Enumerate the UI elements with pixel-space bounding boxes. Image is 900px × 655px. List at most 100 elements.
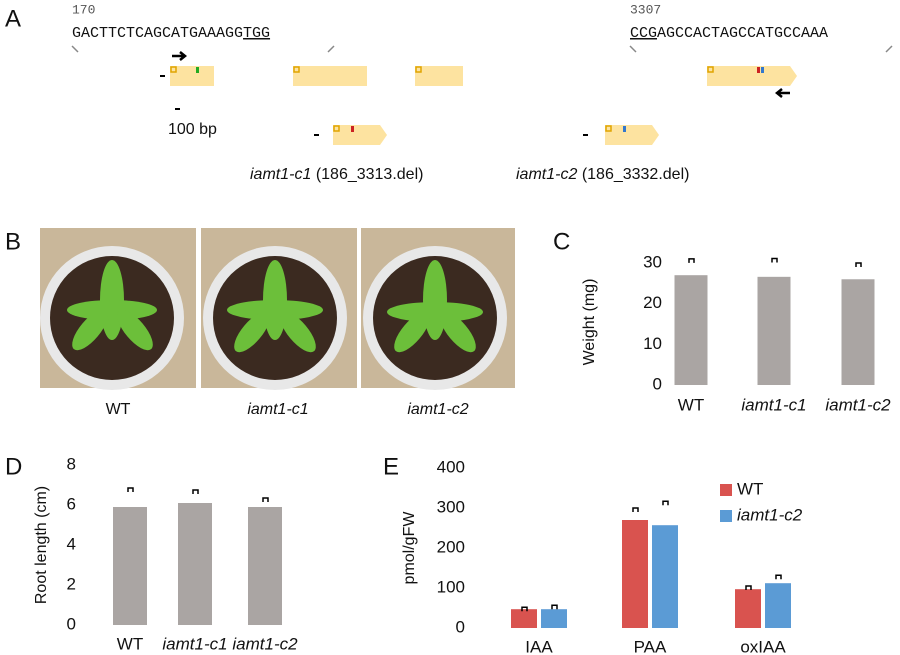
panel-label: B	[5, 228, 21, 255]
y-axis-label: Weight (mg)	[581, 279, 598, 366]
x-tick-label: iamt1-c2	[232, 634, 298, 653]
error-bar	[127, 487, 134, 492]
error-bar	[521, 606, 528, 612]
y-axis-label: Root length (cm)	[33, 486, 50, 604]
primer-arrow	[774, 88, 790, 98]
y-tick-label: 300	[437, 497, 465, 516]
legend-label: iamt1-c2	[737, 505, 803, 524]
panel-label: E	[383, 453, 399, 480]
photo-label: iamt1-c1	[247, 401, 308, 418]
sequence-part: AGCCACTAGCCATGCCAAA	[657, 25, 828, 42]
scale-bar	[175, 108, 180, 110]
sequence-part: GACTTCTCAGCATGAAAGG	[72, 25, 243, 42]
y-tick-label: 8	[67, 454, 76, 473]
allele-note: (186_3332.del)	[582, 166, 690, 183]
panel-label: A	[5, 5, 21, 32]
y-tick-label: 0	[653, 374, 662, 393]
panel-label: D	[5, 453, 22, 480]
panel-label: C	[553, 228, 570, 255]
y-tick-label: 2	[67, 574, 76, 593]
x-tick-label: WT	[678, 395, 704, 414]
y-tick-label: 10	[643, 334, 662, 353]
bar	[178, 503, 212, 625]
bar	[765, 583, 791, 628]
bar	[652, 525, 678, 628]
allele-note: (186_3313.del)	[316, 166, 424, 183]
pam-box	[170, 66, 177, 73]
photo-label: iamt1-c2	[407, 401, 468, 418]
legend-swatch	[720, 510, 732, 522]
x-tick-label: WT	[117, 634, 143, 653]
x-tick-label: iamt1-c2	[825, 395, 891, 414]
allele-label: iamt1-c1 (186_3313.del)	[250, 166, 423, 183]
allele-label: iamt1-c2 (186_3332.del)	[516, 166, 689, 183]
error-bar	[745, 585, 752, 590]
site	[196, 67, 199, 73]
x-tick-label: oxIAA	[740, 637, 786, 655]
pam-box	[605, 125, 612, 132]
y-tick-label: 400	[437, 457, 465, 476]
bar	[113, 507, 147, 625]
y-tick-label: 0	[456, 617, 465, 636]
y-tick-label: 200	[437, 537, 465, 556]
error-bar	[192, 489, 199, 494]
bar	[735, 589, 761, 628]
y-tick-label: 4	[67, 534, 76, 553]
x-tick-label: PAA	[634, 637, 667, 655]
legend-swatch	[720, 484, 732, 496]
y-tick-label: 20	[643, 293, 662, 312]
x-tick-label: iamt1-c1	[741, 395, 806, 414]
y-axis-label: pmol/gFW	[401, 511, 418, 585]
exon	[293, 66, 367, 86]
error-bar	[262, 497, 269, 502]
bar	[248, 507, 282, 625]
x-tick-label: iamt1-c1	[162, 634, 227, 653]
bar	[622, 520, 648, 628]
error-bar	[632, 507, 639, 512]
error-bar	[688, 258, 695, 263]
gene-model	[71, 45, 893, 53]
site	[757, 67, 760, 73]
scale-label: 100 bp	[168, 121, 217, 138]
tick	[314, 134, 319, 136]
tick	[583, 134, 588, 136]
bar	[674, 275, 708, 385]
pam: CCG	[630, 25, 657, 42]
allele-model	[605, 125, 659, 145]
error-bar	[775, 574, 782, 580]
bar	[511, 609, 537, 628]
tick	[160, 75, 165, 77]
bar	[757, 276, 791, 385]
pam-box	[293, 66, 300, 73]
error-bar	[551, 604, 558, 610]
legend-label: WT	[737, 479, 763, 498]
y-tick-label: 6	[67, 494, 76, 513]
allele-name: iamt1-c2	[516, 166, 577, 183]
error-bar	[855, 262, 862, 267]
site	[623, 126, 626, 132]
exon	[170, 66, 214, 86]
pam: TGG	[243, 25, 270, 42]
bar	[841, 279, 875, 385]
y-tick-label: 0	[67, 614, 76, 633]
allele-name: iamt1-c1	[250, 166, 311, 183]
position: 3307	[630, 2, 661, 17]
sequence: CCGAGCCACTAGCCATGCCAAA	[630, 25, 828, 42]
y-tick-label: 30	[643, 252, 662, 271]
exon	[707, 66, 797, 86]
pam-box	[415, 66, 422, 73]
pam-box	[707, 66, 714, 73]
photos	[40, 228, 515, 390]
position: 170	[72, 2, 95, 17]
bar	[541, 609, 567, 628]
exon	[415, 66, 463, 86]
error-bar	[771, 257, 778, 263]
site	[351, 126, 354, 132]
photo-label: WT	[106, 401, 131, 418]
error-bar	[662, 500, 669, 506]
pam-box	[333, 125, 340, 132]
site	[761, 67, 764, 73]
sequence: GACTTCTCAGCATGAAAGGTGG	[72, 25, 270, 42]
y-tick-label: 100	[437, 577, 465, 596]
